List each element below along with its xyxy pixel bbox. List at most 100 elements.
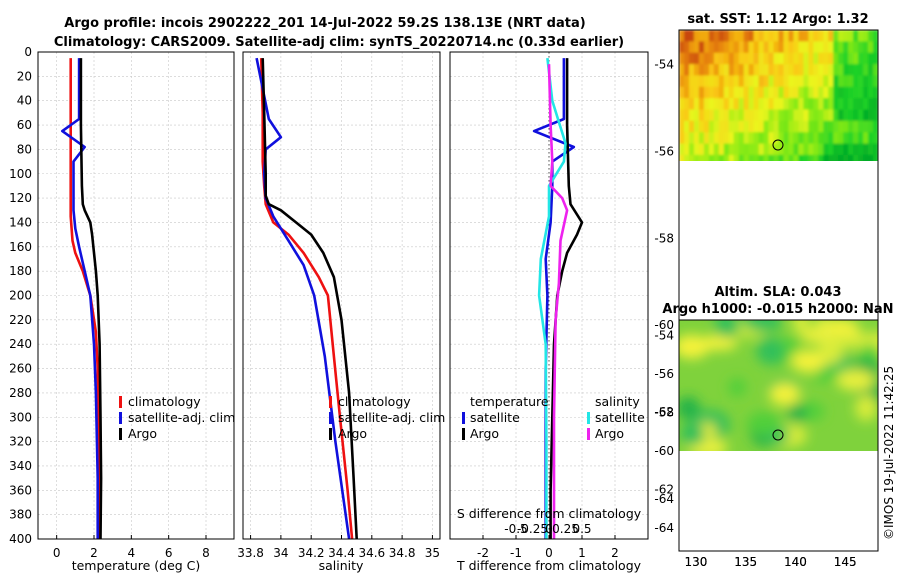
sst-cell <box>708 41 715 54</box>
sla-blob <box>680 422 706 447</box>
sst-cell <box>843 120 849 133</box>
sst-cell <box>798 41 804 54</box>
sst-cell <box>734 269 740 281</box>
sst-cell <box>838 30 844 42</box>
sst-cell <box>833 109 839 122</box>
sst-cell <box>813 132 819 145</box>
sst-cell <box>779 234 785 246</box>
series-line-s-satellite <box>537 57 567 539</box>
sst-cell <box>733 86 740 99</box>
sst-cell <box>848 280 854 292</box>
sst-cell <box>868 75 874 88</box>
sst-cell <box>833 41 839 54</box>
sst-cell <box>719 234 725 246</box>
sst-cell <box>709 212 715 224</box>
sst-cell <box>788 30 795 42</box>
sst-cell <box>744 212 750 224</box>
sst-cell <box>843 52 849 65</box>
sst-cell <box>724 269 730 281</box>
sst-cell <box>698 75 705 88</box>
sst-cell <box>823 143 829 156</box>
y-tick-label: 360 <box>9 483 32 497</box>
sst-cell <box>853 178 859 190</box>
sst-cell <box>774 166 780 178</box>
sst-cell <box>798 86 804 99</box>
sst-cell <box>738 52 745 65</box>
sst-cell <box>853 269 859 281</box>
sst-cell <box>768 41 775 54</box>
sst-cell <box>833 223 839 235</box>
sst-cell <box>863 52 869 65</box>
sst-cell <box>808 223 814 235</box>
s-tick-label: 0.25 <box>552 522 579 536</box>
sst-cell <box>748 41 755 54</box>
sst-cell <box>728 75 735 88</box>
legend-title-temperature: temperature <box>470 394 549 409</box>
legend-swatch-t-satellite <box>462 412 465 424</box>
sst-cell <box>699 257 705 269</box>
series-line-argo <box>261 58 358 540</box>
sst-cell <box>803 41 809 54</box>
sst-cell <box>833 200 839 212</box>
sst-cell <box>738 86 745 99</box>
sst-cell <box>813 178 819 190</box>
sst-cell <box>689 143 695 156</box>
sst-cell <box>704 257 710 269</box>
sst-cell <box>714 269 720 281</box>
temperature-legend: climatology satellite-adj. clim Argo <box>119 394 235 441</box>
sst-cell <box>833 212 839 224</box>
sst-cell <box>718 86 725 99</box>
sst-cell <box>693 143 700 156</box>
sst-cell <box>818 257 824 269</box>
map-x-tick-label: 135 <box>734 555 757 569</box>
sst-cell <box>818 52 824 65</box>
sst-cell <box>873 64 878 77</box>
sst-cell <box>793 223 799 235</box>
sst-cell <box>779 178 785 190</box>
sst-cell <box>773 41 780 54</box>
map-y-tick-label: -60 <box>654 318 674 332</box>
sst-cell <box>679 257 685 269</box>
sst-cell <box>708 30 715 42</box>
sst-cell <box>733 132 740 145</box>
sst-cell <box>774 269 780 281</box>
sst-cell <box>783 120 790 133</box>
sst-cell <box>704 200 710 212</box>
sst-cell <box>828 132 834 145</box>
sst-cell <box>798 52 804 65</box>
sst-cell <box>828 223 834 235</box>
sst-cell <box>843 189 849 201</box>
sst-cell <box>823 269 829 281</box>
x-tick-label: 34.2 <box>298 546 325 560</box>
y-tick-label: 240 <box>9 337 32 351</box>
sst-cell <box>689 154 695 161</box>
sst-cell <box>838 269 844 281</box>
sst-cell <box>818 41 824 54</box>
sst-cell <box>788 86 795 99</box>
sst-cell <box>753 64 760 77</box>
sst-cell <box>729 178 735 190</box>
sst-cell <box>704 178 710 190</box>
sst-cell <box>808 98 814 111</box>
sst-cell <box>698 143 705 156</box>
sla-map-title-1: Altim. SLA: 0.043 <box>715 285 842 300</box>
sst-cell <box>784 212 790 224</box>
sst-cell <box>784 200 790 212</box>
sst-cell <box>858 200 864 212</box>
sst-cell <box>833 257 839 269</box>
sst-cell <box>838 41 844 54</box>
sst-cell <box>709 234 715 246</box>
sst-cell <box>848 75 854 88</box>
sst-cell <box>734 223 740 235</box>
sst-cell <box>828 178 834 190</box>
sst-cell <box>828 52 834 65</box>
sst-cell <box>769 212 775 224</box>
sst-cell <box>774 178 780 190</box>
sst-cell <box>788 41 795 54</box>
sla-blob <box>814 320 833 344</box>
sst-cell <box>689 234 695 246</box>
sst-cell <box>818 120 824 133</box>
sst-cell <box>703 143 710 156</box>
legend-swatch-argo <box>119 428 122 440</box>
difference-panel: -2 -1 0 1 2-0.5-0.250 0.250.5 T difference fr… <box>449 51 649 573</box>
